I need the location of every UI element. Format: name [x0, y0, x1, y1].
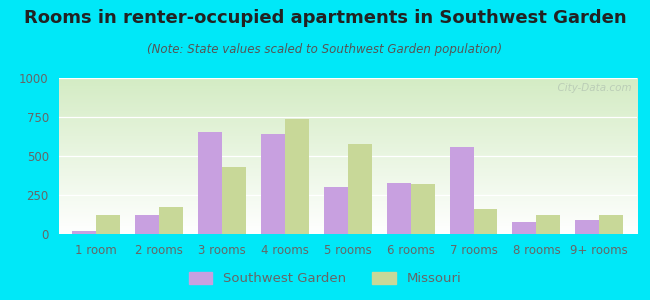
Bar — [512, 222, 536, 234]
Bar — [222, 167, 246, 234]
Bar — [96, 214, 120, 234]
Bar — [72, 231, 96, 234]
Text: City-Data.com: City-Data.com — [551, 83, 631, 93]
Legend: Southwest Garden, Missouri: Southwest Garden, Missouri — [183, 266, 467, 290]
Bar — [599, 214, 623, 234]
Bar — [411, 184, 435, 234]
Bar — [261, 134, 285, 234]
Bar — [285, 118, 309, 234]
Bar — [473, 209, 497, 234]
Bar — [348, 143, 372, 234]
Bar — [324, 187, 348, 234]
Bar — [198, 132, 222, 234]
Bar — [450, 147, 473, 234]
Bar — [135, 215, 159, 234]
Bar — [536, 215, 560, 234]
Bar — [387, 182, 411, 234]
Text: Rooms in renter-occupied apartments in Southwest Garden: Rooms in renter-occupied apartments in S… — [23, 9, 627, 27]
Bar — [575, 220, 599, 234]
Text: (Note: State values scaled to Southwest Garden population): (Note: State values scaled to Southwest … — [148, 44, 502, 56]
Bar — [159, 207, 183, 234]
